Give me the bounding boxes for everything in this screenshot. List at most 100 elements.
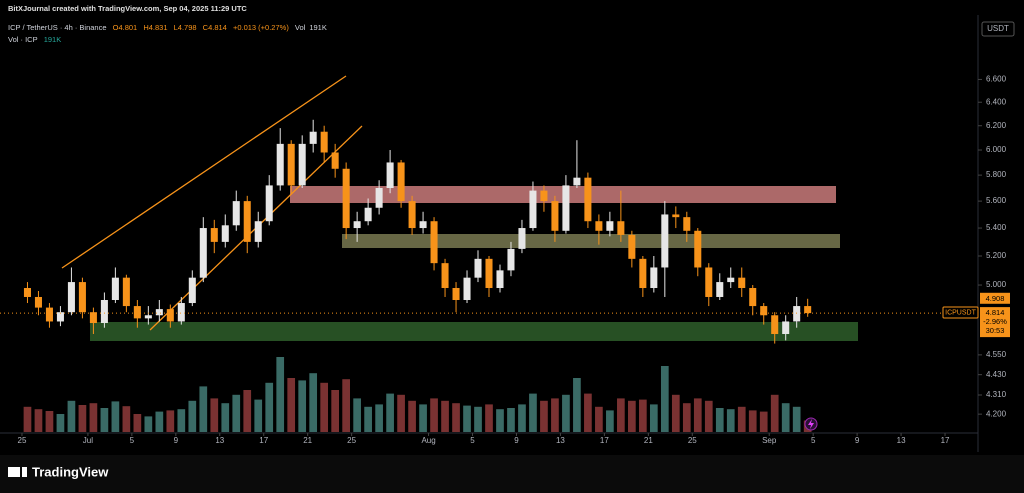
volume-bar [353, 398, 361, 432]
candle-body [276, 143, 284, 186]
candle-body [111, 277, 119, 300]
volume-bar [243, 390, 252, 432]
volume-bar [89, 403, 98, 432]
volume-bar [617, 398, 625, 432]
candle-body [628, 234, 636, 259]
volume-bar [430, 398, 438, 432]
candle-body [177, 303, 185, 322]
volume-bar [452, 403, 460, 432]
ohlc-low: L4.798 [173, 23, 197, 32]
y-tick-label: 4.430 [986, 370, 1007, 379]
x-tick-label: Jul [83, 436, 93, 445]
volume-bar [309, 373, 318, 432]
ohlc-change: +0.013 (+0.27%) [232, 23, 289, 32]
ohlc-open: O4.801 [112, 23, 138, 32]
symbol-tag-box [942, 306, 979, 319]
volume-bar [726, 409, 735, 432]
candle-body [320, 131, 328, 153]
candle-body [441, 263, 449, 289]
candle-body [573, 177, 581, 186]
volume-bar [386, 393, 394, 432]
candle-body [617, 221, 625, 235]
volume-bar [45, 411, 54, 432]
candles [23, 119, 812, 344]
change-label: -2.96% [983, 317, 1007, 326]
candle-body [342, 168, 350, 229]
volume-bar [671, 394, 680, 432]
candle-body [23, 288, 31, 297]
candle-body [705, 267, 713, 297]
candle-body [397, 162, 405, 202]
volume-bar [133, 414, 142, 432]
y-tick-label: 5.200 [986, 251, 1007, 260]
candle-body [67, 282, 75, 313]
candle-body [694, 230, 702, 268]
x-tick-label: 9 [855, 436, 860, 445]
candle-body [232, 201, 240, 226]
candle-body [452, 288, 460, 300]
volume-bar [540, 400, 548, 432]
candle-body [386, 162, 394, 189]
candle-body [144, 315, 152, 319]
x-tick-label: 21 [303, 436, 312, 445]
volume-bar [693, 398, 702, 432]
candle-body [56, 312, 64, 322]
candle-body [804, 306, 812, 314]
candle-body [89, 312, 97, 324]
volume-bar [529, 393, 537, 432]
volume-bar [573, 378, 581, 432]
vol-series: Vol · ICP [8, 35, 38, 44]
volume-bar [320, 382, 329, 432]
volume-bar [759, 411, 768, 432]
candle-body [716, 282, 724, 297]
volume-bar [781, 403, 790, 432]
candle-body [749, 288, 757, 307]
ohlc-close: C4.814 [202, 23, 227, 32]
volume-bar [551, 398, 559, 432]
x-tick-label: 5 [811, 436, 816, 445]
candle-body [661, 214, 669, 268]
volume-bar [507, 408, 515, 432]
symbol-tag: ICPUSDT [945, 309, 976, 316]
candle-body [221, 225, 229, 242]
last-price: 4.814 [986, 308, 1005, 317]
credit: BitXJournal created with TradingView.com… [8, 4, 247, 13]
volume-bar [265, 382, 274, 432]
volume-bar [748, 410, 757, 432]
y-tick-label: 5.000 [986, 280, 1007, 289]
candle-body [760, 306, 768, 316]
volume-bar [474, 406, 482, 432]
x-tick-label: 9 [514, 436, 519, 445]
ohlc-high: H4.831 [143, 23, 168, 32]
candle-body [485, 258, 493, 289]
x-tick-label: 17 [259, 436, 268, 445]
candle-body [78, 282, 86, 313]
candle-body [507, 248, 515, 271]
y-tick-label: 4.550 [986, 350, 1007, 359]
support-zone [90, 322, 858, 341]
x-tick-label: 13 [897, 436, 906, 445]
alert-bolt [808, 419, 814, 429]
candle-body [650, 267, 658, 289]
volume-bar [649, 404, 658, 432]
vol-value: 191K [309, 23, 327, 32]
volume-bar [199, 386, 208, 432]
y-tick-label: 4.310 [986, 390, 1007, 399]
x-tick-label: 5 [130, 436, 135, 445]
volume-bar [67, 400, 76, 432]
x-tick-label: 13 [215, 436, 224, 445]
volume-legend: Vol · ICP 191K [8, 35, 65, 44]
x-tick-label: 17 [941, 436, 950, 445]
volume-bar [660, 366, 669, 432]
candle-body [496, 270, 504, 289]
candle-body [419, 221, 427, 229]
volume-bar [254, 399, 263, 432]
brand: TradingView [32, 464, 109, 479]
candle-body [518, 228, 526, 249]
last-price-box [980, 307, 1010, 338]
candle-body [353, 221, 361, 229]
currency-box [981, 21, 1015, 37]
x-tick-label: 21 [644, 436, 653, 445]
